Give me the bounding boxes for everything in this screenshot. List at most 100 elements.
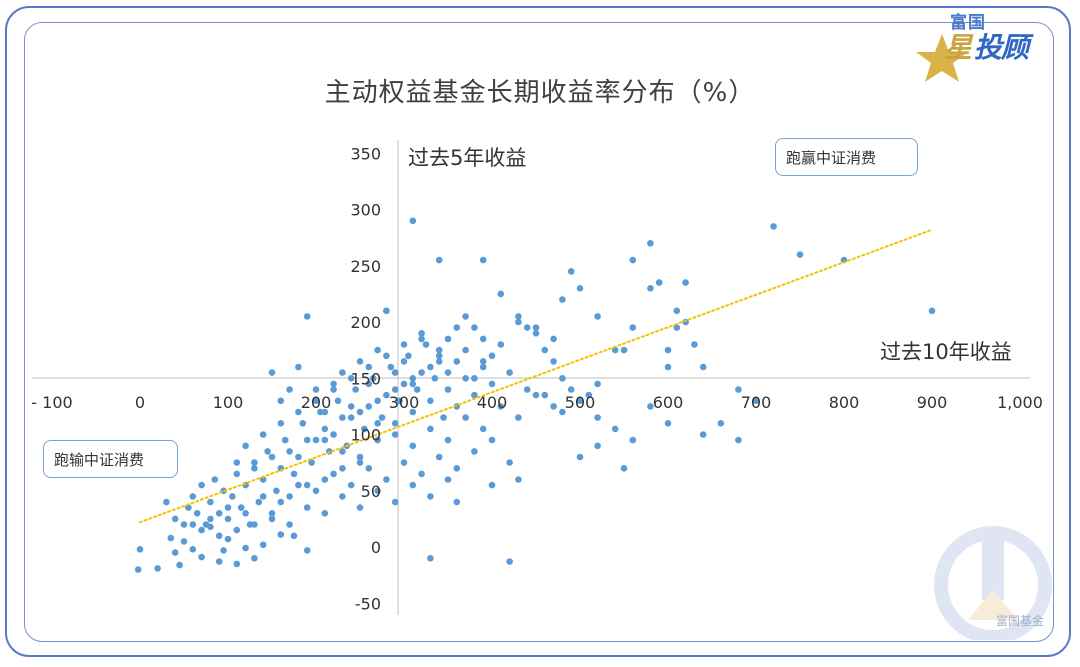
x-tick-label: 700: [741, 393, 772, 412]
outer-frame: [5, 6, 1071, 657]
data-point: [431, 375, 439, 382]
data-point: [594, 414, 601, 421]
data-point: [594, 442, 601, 450]
data-point: [664, 420, 672, 427]
data-point: [427, 425, 434, 433]
data-point: [303, 436, 311, 444]
data-point: [550, 403, 557, 410]
data-point: [541, 391, 549, 399]
y-tick-label: 50: [361, 482, 381, 501]
data-point: [277, 531, 285, 538]
data-point: [585, 391, 593, 399]
data-point: [251, 521, 258, 528]
data-point: [281, 436, 289, 444]
brand-logo: [914, 30, 1054, 92]
data-point: [497, 341, 505, 348]
data-point: [409, 442, 417, 450]
data-point: [167, 534, 175, 542]
data-point: [330, 431, 337, 438]
data-point: [400, 459, 408, 466]
data-point: [286, 448, 293, 455]
data-point: [242, 544, 249, 552]
data-point: [134, 566, 142, 573]
x-tick-label: 500: [565, 393, 596, 412]
data-point: [435, 358, 443, 365]
data-point: [471, 448, 478, 455]
data-point: [664, 363, 672, 371]
data-point: [594, 380, 601, 388]
data-point: [391, 369, 399, 376]
data-point: [321, 476, 329, 483]
data-point: [928, 307, 936, 315]
data-point: [770, 223, 777, 230]
data-point: [295, 481, 302, 489]
data-point: [383, 307, 390, 315]
data-point: [193, 510, 201, 517]
x-tick-label: 100: [213, 393, 244, 412]
data-point: [515, 318, 522, 326]
data-point: [559, 296, 566, 303]
data-point: [647, 240, 654, 247]
data-point: [242, 510, 249, 517]
data-point: [215, 510, 223, 517]
data-point: [444, 335, 452, 343]
data-point: [409, 375, 417, 382]
data-point: [321, 408, 329, 416]
data-point: [435, 346, 443, 354]
data-point: [198, 553, 205, 561]
data-point: [303, 547, 311, 554]
data-point: [180, 521, 188, 528]
data-point: [185, 504, 192, 511]
data-point: [339, 414, 346, 421]
data-point: [308, 459, 315, 466]
data-point: [444, 476, 452, 483]
data-point: [339, 369, 346, 376]
data-point: [224, 535, 232, 543]
data-point: [664, 346, 672, 354]
data-point: [427, 555, 434, 562]
data-point: [268, 510, 276, 517]
data-point: [576, 397, 584, 405]
data-point: [400, 358, 408, 365]
data-point: [387, 363, 395, 371]
data-point: [312, 487, 320, 495]
data-point: [233, 560, 241, 568]
data-point: [550, 335, 557, 343]
data-point: [312, 386, 320, 393]
data-point: [400, 380, 408, 388]
data-point: [339, 493, 346, 500]
data-point: [479, 363, 487, 371]
data-point: [312, 397, 320, 405]
data-point: [255, 498, 263, 506]
data-point: [497, 403, 505, 410]
data-point: [471, 324, 478, 331]
data-point: [444, 436, 452, 444]
data-point: [418, 330, 425, 337]
data-point: [673, 307, 681, 315]
data-point: [383, 476, 390, 483]
data-point: [400, 341, 408, 348]
data-point: [259, 493, 267, 500]
data-point: [405, 352, 412, 360]
star-icon: [916, 34, 968, 82]
data-point: [207, 498, 214, 506]
data-point: [479, 358, 487, 365]
y-tick-label: -50: [355, 594, 381, 613]
data-point: [515, 476, 522, 483]
y-tick-label: 100: [350, 426, 381, 445]
data-point: [576, 285, 584, 292]
data-point: [290, 470, 298, 478]
data-point: [682, 279, 689, 286]
data-point: [334, 397, 342, 405]
data-point: [532, 324, 540, 331]
data-point: [290, 532, 298, 540]
data-point: [330, 470, 337, 478]
data-point: [620, 465, 628, 472]
data-point: [189, 521, 197, 528]
data-point: [198, 481, 205, 489]
brand-name-big: 投顾: [974, 31, 1029, 64]
data-point: [629, 436, 637, 444]
data-point: [171, 549, 179, 556]
data-point: [391, 498, 399, 506]
